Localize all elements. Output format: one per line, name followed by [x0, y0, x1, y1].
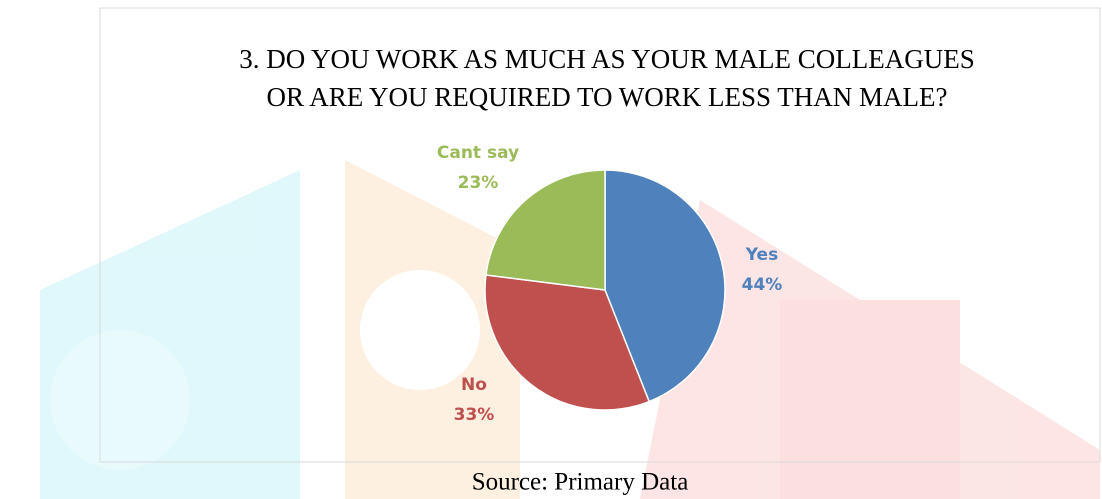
pie-slice	[485, 169, 606, 291]
caption: Source: Primary Data	[472, 469, 689, 496]
chart-border	[99, 7, 1101, 463]
pie-slice	[604, 169, 726, 403]
slice-label: Yes	[745, 245, 778, 265]
watermark	[40, 160, 1100, 499]
value-label: 33%	[454, 405, 495, 425]
chart-title: 3. DO YOU WORK AS MUCH AS YOUR MALE COLL…	[239, 44, 975, 74]
slice-label: Cant say	[437, 143, 519, 163]
value-label: 23%	[458, 173, 499, 193]
pie-slice	[484, 274, 651, 411]
chart-title: OR ARE YOU REQUIRED TO WORK LESS THAN MA…	[266, 82, 947, 112]
value-label: 44%	[742, 275, 783, 295]
slice-label: No	[461, 375, 487, 395]
